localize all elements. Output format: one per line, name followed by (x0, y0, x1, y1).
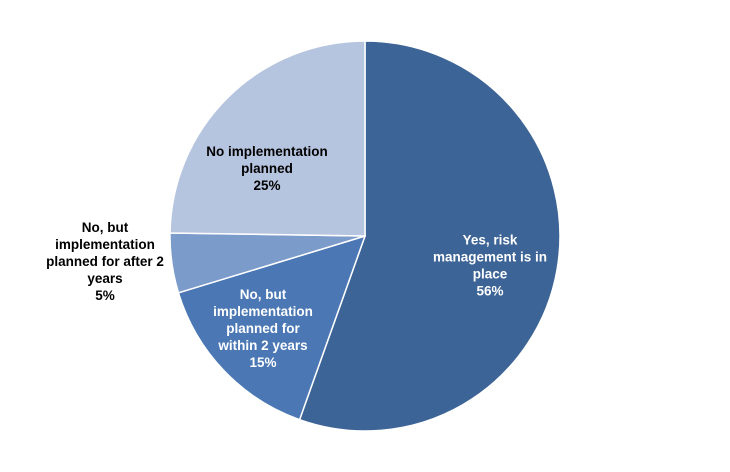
slice-label-line: planned for (226, 321, 300, 336)
pie-slice-2 (177, 234, 367, 421)
slice-label-line: implementation (213, 304, 313, 319)
slice-label-line: within 2 years (217, 338, 307, 353)
slice-label-line: planned for after 2 (46, 254, 164, 269)
pie-slice-1 (298, 40, 561, 432)
slice-percent-1: 56% (476, 284, 503, 299)
slice-label-line: No implementation (206, 144, 328, 159)
slice-label-4: No implementation planned 25% (206, 144, 328, 193)
slice-label-line: No, but (82, 220, 129, 235)
slice-label-1: Yes, risk management is in place 56% (433, 233, 547, 299)
pie-slices (169, 40, 561, 432)
slice-label-line: years (87, 271, 122, 286)
slice-label-line: implementation (55, 237, 155, 252)
pie-labels: Yes, risk management is in place 56% No, but… (46, 144, 547, 370)
slice-label-line: Yes, risk (463, 233, 518, 248)
slice-percent-2: 15% (249, 355, 276, 370)
slice-percent-3: 5% (95, 288, 115, 303)
slice-label-line: place (473, 267, 508, 282)
slice-label-line: planned (241, 161, 293, 176)
pie-slice-4 (169, 40, 366, 237)
slice-label-line: No, but (240, 287, 287, 302)
slice-label-2: No, but implementation planned for within 2… (213, 287, 313, 370)
slice-percent-4: 25% (253, 178, 280, 193)
slice-label-3: No, but implementation planned for after 2… (46, 220, 164, 303)
slice-label-line: management is in (433, 250, 547, 265)
